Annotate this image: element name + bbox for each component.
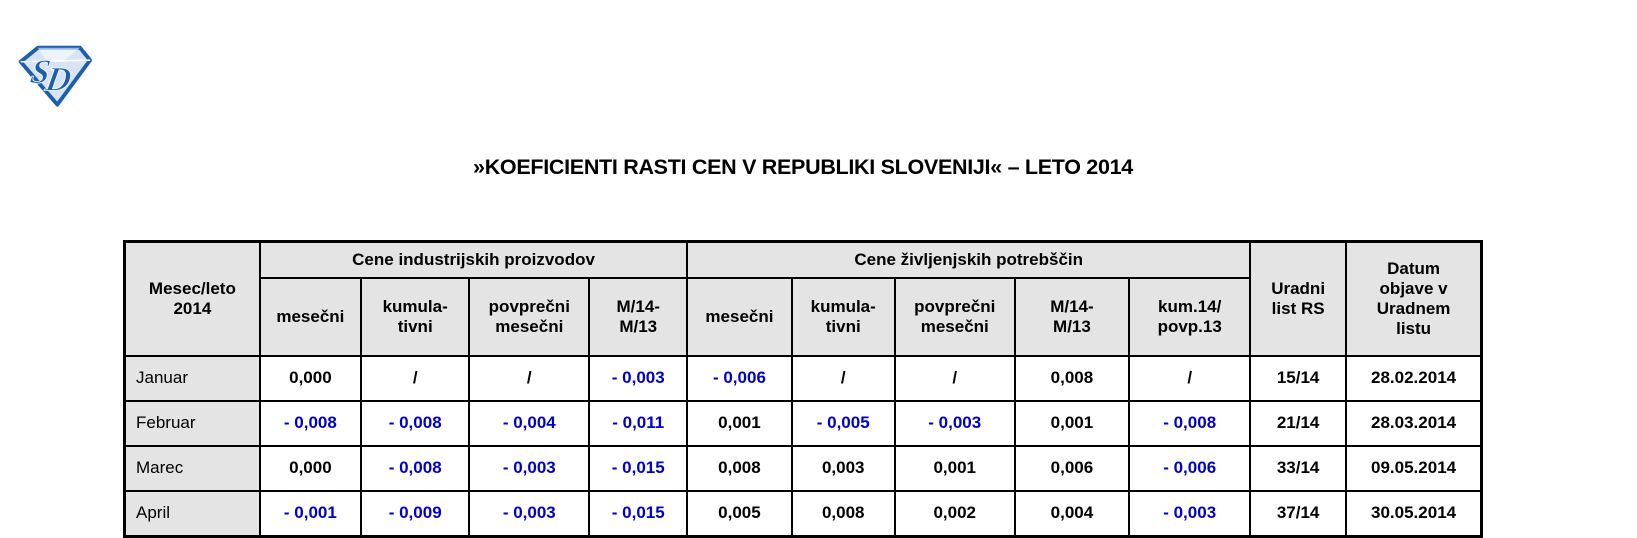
value-cell: - 0,003: [468, 445, 591, 492]
page-title: »KOEFICIENTI RASTI CEN V REPUBLIKI SLOVE…: [473, 155, 1133, 179]
value-cell: 0,006: [1013, 445, 1131, 492]
value-cell: - 0,003: [893, 400, 1016, 447]
table-row: April - 0,001- 0,009- 0,003- 0,015 0,005 0,…: [123, 490, 1483, 537]
value-cell: 0,001: [686, 400, 793, 447]
value-cell: 0,000: [258, 445, 362, 492]
value-cell: /: [893, 355, 1016, 402]
month-cell: Marec: [123, 445, 261, 492]
column-header-publication-date: Datum objave v Uradnem listu: [1345, 240, 1483, 357]
group-header-consumer-prices: Cene življenjskih potrebščin: [686, 240, 1252, 279]
coefficients-table: Mesec/leto 2014 Cene industrijskih proiz…: [123, 240, 1483, 538]
column-header-ind-cumulative: kumula- tivni: [359, 277, 471, 357]
table-header: Mesec/leto 2014 Cene industrijskih proiz…: [123, 240, 1483, 357]
gem-icon: S D: [18, 45, 93, 107]
value-cell: - 0,008: [1128, 400, 1252, 447]
publication-date-cell: 28.03.2014: [1345, 400, 1483, 447]
publication-date-cell: 09.05.2014: [1345, 445, 1483, 492]
publication-date-cell: 28.02.2014: [1345, 355, 1483, 402]
value-cell: 0,008: [790, 490, 896, 537]
value-cell: - 0,006: [1128, 445, 1252, 492]
value-cell: 0,004: [1013, 490, 1131, 537]
value-cell: 0,000: [258, 355, 362, 402]
value-cell: - 0,003: [1128, 490, 1252, 537]
column-header-cpi-cumulative: kumula- tivni: [790, 277, 896, 357]
value-cell: /: [468, 355, 591, 402]
value-cell: - 0,015: [588, 445, 689, 492]
official-gazette-cell: 33/14: [1249, 445, 1348, 492]
month-cell: Januar: [123, 355, 261, 402]
table-row: Februar - 0,008- 0,008- 0,004- 0,011 0,001…: [123, 400, 1483, 447]
column-header-month: Mesec/leto 2014: [123, 240, 261, 357]
value-cell: /: [1128, 355, 1252, 402]
official-gazette-cell: 15/14: [1249, 355, 1348, 402]
table-row: Januar 0,000// - 0,003- 0,006//0,008/15/14…: [123, 355, 1483, 402]
value-cell: 0,001: [893, 445, 1016, 492]
column-header-cpi-monthly: mesečni: [686, 277, 793, 357]
column-header-cpi-kum14-povp13: kum.14/ povp.13: [1128, 277, 1252, 357]
value-cell: 0,001: [1013, 400, 1131, 447]
value-cell: - 0,009: [359, 490, 471, 537]
value-cell: - 0,015: [588, 490, 689, 537]
value-cell: - 0,011: [588, 400, 689, 447]
column-header-official-gazette: Uradni list RS: [1249, 240, 1348, 357]
page: { "page": { "title": "»KOEFICIENTI RASTI…: [16, 42, 1483, 538]
title-strip: »KOEFICIENTI RASTI CEN V REPUBLIKI SLOVE…: [123, 155, 1483, 180]
table-wrapper: Mesec/leto 2014 Cene industrijskih proiz…: [123, 240, 1483, 538]
value-cell: 0,003: [790, 445, 896, 492]
value-cell: /: [790, 355, 896, 402]
value-cell: - 0,003: [468, 490, 591, 537]
value-cell: - 0,003: [588, 355, 689, 402]
sd-gem-logo: S D: [16, 42, 94, 108]
column-header-ind-monthly: mesečni: [258, 277, 362, 357]
month-cell: April: [123, 490, 261, 537]
value-cell: - 0,001: [258, 490, 362, 537]
publication-date-cell: 30.05.2014: [1345, 490, 1483, 537]
value-cell: - 0,008: [258, 400, 362, 447]
group-header-row: Mesec/leto 2014 Cene industrijskih proiz…: [123, 240, 1483, 357]
official-gazette-cell: 21/14: [1249, 400, 1348, 447]
value-cell: - 0,008: [359, 445, 471, 492]
value-cell: 0,008: [1013, 355, 1131, 402]
value-cell: - 0,005: [790, 400, 896, 447]
column-header-cpi-avg-monthly: povprečni mesečni: [893, 277, 1016, 357]
table-row: Marec 0,000- 0,008- 0,003- 0,015 0,008 0,00…: [123, 445, 1483, 492]
column-header-ind-avg-monthly: povprečni mesečni: [468, 277, 591, 357]
value-cell: /: [359, 355, 471, 402]
group-header-industrial-prices: Cene industrijskih proizvodov: [258, 240, 689, 279]
value-cell: - 0,004: [468, 400, 591, 447]
month-cell: Februar: [123, 400, 261, 447]
value-cell: - 0,006: [686, 355, 793, 402]
value-cell: 0,005: [686, 490, 793, 537]
value-cell: 0,008: [686, 445, 793, 492]
column-header-cpi-m14-m13: M/14- M/13: [1013, 277, 1131, 357]
table-body: Januar 0,000// - 0,003- 0,006//0,008/15/14…: [123, 355, 1483, 537]
value-cell: - 0,008: [359, 400, 471, 447]
value-cell: 0,002: [893, 490, 1016, 537]
logo-letters: S D: [27, 53, 75, 99]
sub-header-row: mesečni kumula- tivni povprečni mesečni …: [125, 277, 1482, 357]
column-header-ind-m14-m13: M/14- M/13: [588, 277, 689, 357]
official-gazette-cell: 37/14: [1249, 490, 1348, 537]
